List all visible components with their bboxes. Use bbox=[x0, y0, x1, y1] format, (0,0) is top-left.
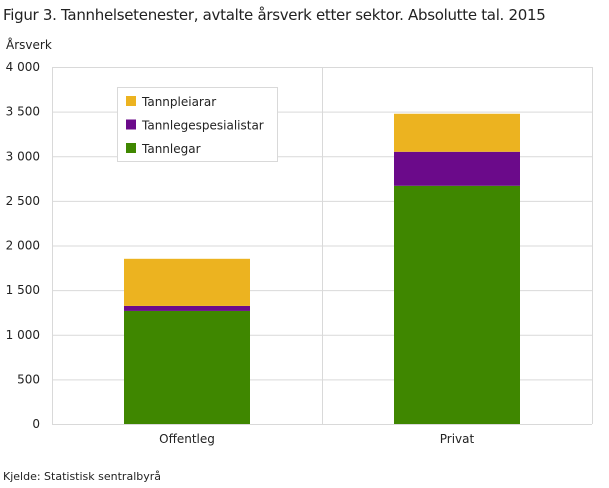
y-axis-label: Årsverk bbox=[6, 38, 52, 52]
x-tick-label: Privat bbox=[440, 432, 475, 446]
y-tick-label: 0 bbox=[32, 417, 40, 431]
bar-segment-tannlegar bbox=[394, 185, 520, 424]
bar-segment-tannpleiarar bbox=[124, 258, 250, 306]
legend-label: Tannlegar bbox=[141, 142, 201, 156]
legend-swatch bbox=[126, 143, 136, 153]
y-tick-label: 500 bbox=[17, 372, 40, 386]
source-note: Kjelde: Statistisk sentralbyrå bbox=[3, 470, 162, 483]
bar-segment-tannpleiarar bbox=[394, 113, 520, 152]
y-tick-label: 4 000 bbox=[6, 60, 40, 74]
y-tick-label: 1 500 bbox=[6, 283, 40, 297]
bar-segment-tannlegespesialistar bbox=[124, 305, 250, 311]
legend-label: Tannpleiarar bbox=[141, 95, 216, 109]
x-tick-label: Offentleg bbox=[159, 432, 215, 446]
bar-segment-tannlegespesialistar bbox=[394, 151, 520, 186]
y-tick-label: 1 000 bbox=[6, 328, 40, 342]
y-tick-label: 3 500 bbox=[6, 105, 40, 119]
legend-box bbox=[117, 87, 278, 162]
legend-swatch bbox=[126, 119, 136, 130]
bar-segment-tannlegar bbox=[124, 310, 250, 424]
y-tick-label: 2 000 bbox=[6, 239, 40, 253]
y-tick-label: 3 000 bbox=[6, 149, 40, 163]
legend-label: Tannlegespesialistar bbox=[141, 119, 264, 133]
chart-title: Figur 3. Tannhelsetenester, avtalte årsv… bbox=[3, 6, 546, 24]
y-tick-label: 2 500 bbox=[6, 194, 40, 208]
legend-swatch bbox=[126, 96, 136, 106]
